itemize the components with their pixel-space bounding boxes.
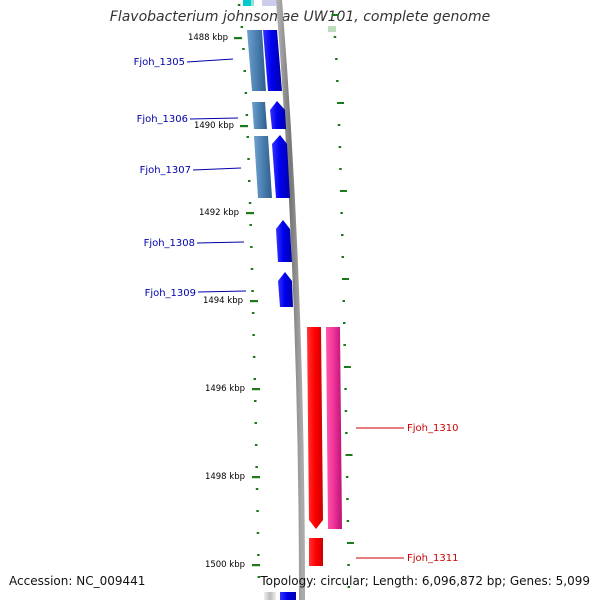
minor-tick <box>346 498 349 500</box>
tick-label-1488: 1488 kbp <box>188 33 228 43</box>
minor-tick <box>253 378 256 380</box>
cds-arrow-fjoh-1308 <box>276 220 292 262</box>
minor-tick <box>257 554 260 556</box>
topology-text: Topology: circular; Length: 6,096,872 bp… <box>260 574 590 588</box>
minor-tick <box>345 432 348 434</box>
gene-label-fjoh-1311[interactable]: Fjoh_1311 <box>407 553 458 564</box>
minor-tick <box>337 124 341 126</box>
minor-tick <box>346 520 350 522</box>
minor-tick <box>344 388 347 390</box>
minor-tick <box>252 334 255 336</box>
minor-tick <box>254 444 258 446</box>
minor-tick <box>250 268 254 270</box>
minor-tick <box>242 48 245 50</box>
gene-label-fjoh-1309[interactable]: Fjoh_1309 <box>145 288 196 299</box>
minor-tick <box>252 356 256 358</box>
cds-arrow-fjoh-1307 <box>272 135 290 198</box>
cds-arrow-fjoh-1305 <box>263 30 282 91</box>
gene-labels: Fjoh_1305 Fjoh_1306 Fjoh_1307 Fjoh_1308 … <box>134 57 459 564</box>
minor-tick <box>347 564 350 566</box>
minor-tick <box>254 422 257 424</box>
accession-text: Accession: NC_009441 <box>9 574 146 588</box>
tick-label-1496: 1496 kbp <box>205 384 245 394</box>
minor-tick <box>240 26 244 28</box>
minor-tick <box>244 92 248 94</box>
tick-label-1500: 1500 kbp <box>205 560 245 570</box>
cds-arrow-fjoh-1306 <box>270 101 286 129</box>
minor-tick <box>346 542 354 544</box>
minor-tick <box>250 246 253 248</box>
gene-label-fjoh-1305[interactable]: Fjoh_1305 <box>134 57 185 68</box>
minor-tick <box>255 466 258 468</box>
minor-tick <box>343 344 346 346</box>
minor-tick <box>340 212 343 214</box>
minor-tick <box>344 410 348 412</box>
tick-label-1494: 1494 kbp <box>203 296 243 306</box>
forward-cds-track <box>263 30 293 307</box>
minor-tick <box>248 202 252 204</box>
gene-feature-fjoh-1306 <box>252 102 267 129</box>
minor-tick <box>251 312 255 314</box>
gene-label-fjoh-1310[interactable]: Fjoh_1310 <box>407 423 458 434</box>
minor-tick <box>347 586 351 588</box>
tick-label-1498: 1498 kbp <box>205 472 245 482</box>
minor-tick <box>341 234 344 236</box>
minor-tick <box>254 400 257 402</box>
gene-label-fjoh-1306[interactable]: Fjoh_1306 <box>137 114 188 125</box>
minor-tick <box>249 224 252 226</box>
minor-tick <box>333 36 337 38</box>
minor-tick <box>246 136 249 138</box>
forward-gene-track <box>247 30 272 198</box>
minor-tick <box>255 488 259 490</box>
tick-label-1490: 1490 kbp <box>194 121 234 131</box>
minor-tick <box>256 532 260 534</box>
minor-tick <box>336 80 339 82</box>
minor-tick <box>345 476 349 478</box>
reverse-cds-track <box>307 327 323 566</box>
tick-label-1492: 1492 kbp <box>199 208 239 218</box>
gene-label-fjoh-1307[interactable]: Fjoh_1307 <box>140 165 191 176</box>
minor-tick <box>339 168 342 170</box>
minor-tick <box>256 510 259 512</box>
minor-tick <box>342 300 345 302</box>
minor-tick <box>342 278 349 280</box>
gene-feature-fjoh-1307 <box>254 136 272 198</box>
gene-feature-fjoh-1305 <box>247 30 266 91</box>
cds-arrow-fjoh-1309 <box>278 272 293 307</box>
tick-scale: 1488 kbp 1490 kbp 1492 kbp 1494 kbp 1496… <box>188 33 260 570</box>
minor-tick <box>243 70 246 72</box>
minor-tick <box>343 366 351 368</box>
cds-arrow-fjoh-1310 <box>307 327 323 529</box>
minor-tick <box>343 322 346 324</box>
minor-tick <box>237 4 241 6</box>
minor-tick <box>245 114 249 116</box>
minor-ticks <box>237 4 354 588</box>
map-title: Flavobacterium johnsoniae UW101, complet… <box>109 9 491 25</box>
reverse-gene-track <box>326 327 342 529</box>
minor-tick <box>338 146 342 148</box>
minor-tick <box>341 256 344 258</box>
minor-tick <box>335 58 338 60</box>
backbone <box>264 0 305 600</box>
gene-feature-fjoh-1310 <box>326 327 342 529</box>
minor-tick <box>345 454 353 456</box>
gene-label-fjoh-1308[interactable]: Fjoh_1308 <box>144 238 195 249</box>
minor-tick <box>339 190 347 192</box>
cds-arrow-fjoh-1311 <box>309 538 323 566</box>
minor-tick <box>331 14 339 16</box>
minor-tick <box>248 180 251 182</box>
minor-tick <box>337 102 344 104</box>
top-partial-features <box>243 0 336 32</box>
minor-tick <box>251 290 254 292</box>
minor-tick <box>247 158 250 160</box>
minor-tick <box>257 576 261 578</box>
